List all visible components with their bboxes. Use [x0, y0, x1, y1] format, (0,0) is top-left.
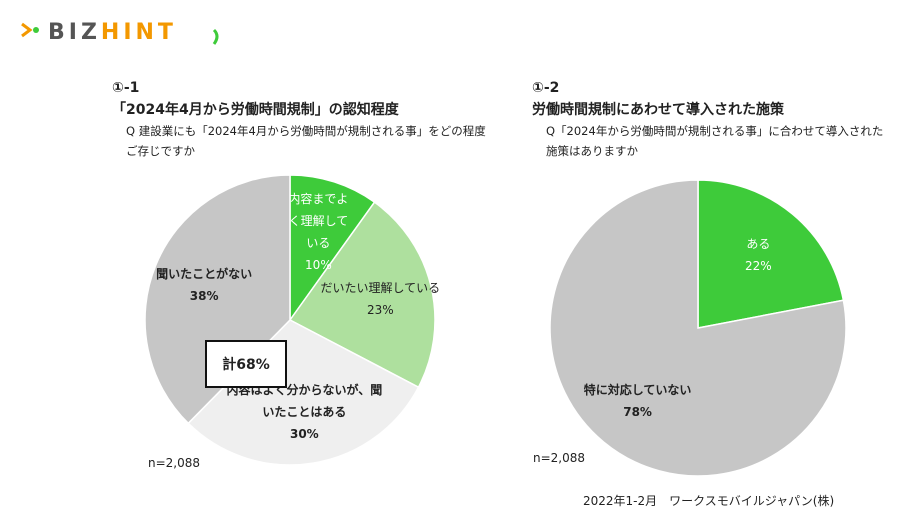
slice-name: 特に対応していない: [583, 382, 692, 397]
pie-slice: [144, 174, 291, 425]
data-label: だいたい理解している 23%: [305, 277, 455, 321]
chart-number: ①-1: [112, 80, 140, 96]
slice-value: 30%: [289, 426, 319, 441]
data-label: 聞いたことがない 38%: [149, 263, 259, 307]
logo: BIZHINT: [48, 20, 177, 45]
data-label: ある 22%: [718, 233, 798, 277]
data-label: 内容までよく理解している 10%: [283, 188, 353, 276]
slice-value: 10%: [305, 257, 332, 272]
logo-icon: [33, 27, 39, 33]
slice-name: 聞いたことがない: [156, 266, 253, 281]
chart-title: 労働時間規制にあわせて導入された施策: [532, 102, 784, 118]
source: 2022年1-2月 ワークスモバイルジャパン(株): [583, 494, 835, 508]
pie-slice: [549, 179, 847, 477]
pie-slice: [697, 179, 845, 329]
pie-slice: [289, 174, 376, 323]
slice-name: だいたい理解している: [320, 280, 441, 295]
chart-title: 「2024年4月から労働時間規制」の認知程度: [112, 102, 399, 118]
logo-text: BIZ: [48, 20, 101, 45]
chart-subtitle: Q「2024年から労働時間が規制される事」に合わせて導入された施策はありますか: [546, 124, 884, 158]
slice-value: 22%: [745, 259, 772, 274]
sample-size: n=2,088: [148, 456, 201, 470]
slice-value: 78%: [623, 404, 652, 419]
chart-subtitle: Q 建設業にも「2024年4月から労働時間が規制される事」をどの程度ご存じですか: [126, 124, 486, 158]
logo-icon: [21, 22, 33, 38]
slice-name: ある: [746, 237, 771, 252]
pie-slice: [288, 201, 436, 389]
pie-slice: [187, 319, 420, 466]
slice-name: 内容までよく理解している: [288, 191, 349, 250]
total-box: 計68%: [205, 340, 287, 388]
logo-text: HINT: [100, 20, 177, 45]
chart-number: ①-2: [532, 80, 560, 96]
data-label: 特に対応していない 78%: [558, 379, 718, 423]
data-label: 内容はよく分からないが、聞いたことはある 30%: [224, 379, 384, 445]
slice-value: 38%: [189, 288, 219, 303]
sample-size: n=2,088: [533, 451, 586, 465]
slice-value: 23%: [366, 302, 394, 317]
logo-mark: [212, 28, 219, 45]
